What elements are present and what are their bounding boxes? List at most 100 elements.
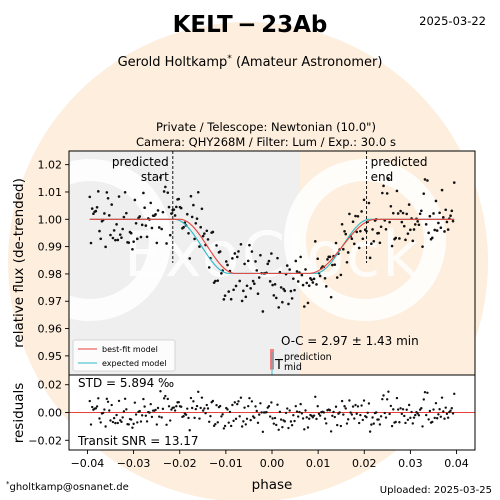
flux-point bbox=[334, 241, 338, 245]
flux-point bbox=[187, 232, 190, 235]
residual-point bbox=[411, 422, 414, 425]
residual-point bbox=[385, 398, 389, 401]
residual-point bbox=[379, 415, 383, 418]
flux-point bbox=[226, 263, 229, 267]
residual-point bbox=[159, 390, 162, 393]
residual-point bbox=[407, 403, 411, 407]
flux-point bbox=[200, 207, 204, 211]
flux-point bbox=[216, 279, 220, 282]
flux-point bbox=[385, 192, 389, 195]
flux-point bbox=[104, 245, 107, 249]
flux-point bbox=[201, 234, 205, 238]
residual-point bbox=[233, 401, 237, 404]
residual-point bbox=[435, 417, 439, 420]
residual-point bbox=[400, 412, 404, 416]
residual-point bbox=[334, 405, 338, 408]
flux-point bbox=[401, 211, 405, 215]
watermark-ring-left bbox=[69, 159, 171, 321]
residual-point bbox=[91, 405, 94, 409]
residual-point bbox=[284, 411, 288, 415]
flux-point bbox=[272, 294, 276, 297]
flux-point bbox=[214, 279, 217, 283]
residual-point bbox=[432, 408, 435, 411]
flux-point bbox=[362, 198, 366, 202]
residual-point bbox=[237, 400, 240, 403]
flux-point bbox=[256, 292, 260, 296]
residual-point bbox=[437, 413, 440, 416]
residual-point bbox=[212, 424, 216, 428]
flux-point bbox=[324, 285, 328, 288]
residual-point bbox=[426, 391, 429, 394]
residual-point bbox=[450, 407, 453, 410]
residual-point bbox=[289, 420, 293, 423]
residual-point bbox=[187, 416, 190, 420]
residual-point bbox=[109, 419, 112, 422]
residual-point bbox=[371, 416, 374, 419]
residual-point bbox=[154, 408, 157, 412]
flux-point bbox=[222, 298, 226, 301]
flux-point bbox=[306, 301, 310, 305]
flux-point bbox=[299, 255, 302, 259]
residual-point bbox=[390, 424, 394, 428]
residual-point bbox=[198, 417, 201, 420]
residual-point bbox=[395, 396, 399, 400]
contact-email-mark: * bbox=[6, 480, 10, 488]
lightcurve-y-tick-label: 0.97 bbox=[38, 295, 63, 308]
residual-point bbox=[145, 420, 149, 423]
residual-point bbox=[169, 419, 172, 422]
flux-point bbox=[326, 258, 329, 261]
flux-point bbox=[283, 289, 287, 293]
flux-point bbox=[307, 284, 311, 287]
flux-point bbox=[114, 238, 117, 242]
residual-point bbox=[383, 411, 386, 415]
residual-point bbox=[106, 400, 110, 404]
residual-point bbox=[416, 412, 419, 415]
residual-point bbox=[394, 420, 397, 424]
chart-title: KELT − 23Ab bbox=[173, 12, 328, 38]
flux-point bbox=[294, 259, 298, 263]
flux-point bbox=[289, 289, 293, 293]
flux-point bbox=[304, 268, 307, 271]
residual-point bbox=[277, 428, 280, 431]
oc-text: O-C = 2.97 ± 1.43 min bbox=[281, 334, 419, 348]
flux-point bbox=[238, 279, 241, 283]
flux-point bbox=[418, 212, 422, 216]
flux-point bbox=[300, 273, 304, 277]
residual-point bbox=[194, 407, 198, 411]
flux-point bbox=[435, 229, 439, 232]
residual-point bbox=[108, 409, 111, 412]
residual-point bbox=[283, 420, 286, 423]
flux-point bbox=[360, 210, 363, 213]
residual-point bbox=[328, 409, 332, 412]
lightcurve-y-ticks: 0.95 0.96 0.97 0.98 0.99 1.00 1.01 1.02 bbox=[38, 159, 69, 363]
residual-point bbox=[211, 399, 215, 403]
residual-point bbox=[150, 415, 154, 419]
flux-point bbox=[206, 238, 210, 241]
residual-point bbox=[143, 405, 146, 408]
residual-point bbox=[186, 407, 189, 410]
residual-point bbox=[244, 423, 247, 426]
flux-point bbox=[129, 231, 133, 235]
flux-point bbox=[450, 209, 454, 213]
residual-point bbox=[409, 416, 412, 420]
flux-point bbox=[305, 281, 309, 285]
residual-point bbox=[297, 415, 300, 418]
residual-point bbox=[197, 390, 200, 394]
flux-point bbox=[235, 255, 239, 259]
flux-point bbox=[443, 230, 446, 233]
residual-point bbox=[453, 392, 456, 396]
flux-point bbox=[387, 177, 390, 180]
flux-point bbox=[199, 225, 202, 229]
flux-point bbox=[281, 300, 284, 304]
residual-point bbox=[444, 406, 447, 409]
residual-point bbox=[170, 408, 173, 411]
flux-point bbox=[409, 228, 412, 232]
std-text: STD = 5.894 ‰ bbox=[78, 376, 174, 390]
flux-point bbox=[160, 227, 163, 231]
residual-point bbox=[275, 423, 278, 427]
flux-point bbox=[193, 237, 196, 241]
flux-point bbox=[116, 238, 120, 242]
watermark-ring-right bbox=[284, 159, 446, 321]
residual-point bbox=[184, 413, 188, 416]
flux-point bbox=[271, 283, 274, 287]
